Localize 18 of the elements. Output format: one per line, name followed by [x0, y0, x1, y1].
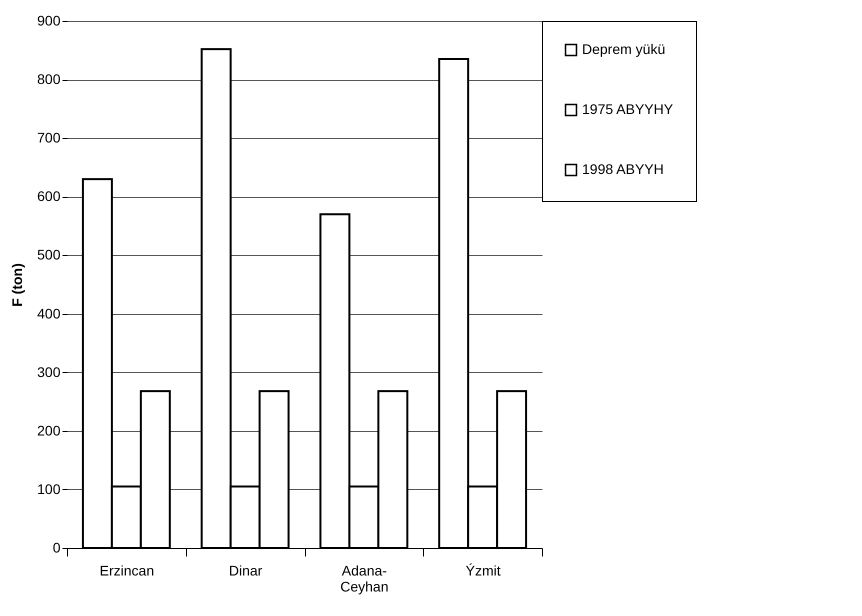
y-tick-label: 800	[37, 71, 61, 88]
x-tick-label: Ýzmit	[466, 562, 501, 578]
legend-label: Deprem yükü	[582, 41, 666, 57]
y-tick-label: 200	[37, 422, 61, 438]
x-tick-label: Dinar	[228, 562, 263, 578]
legend-label: 1975 ABYYHY	[582, 101, 674, 117]
y-tick-label: 400	[37, 305, 61, 322]
legend-label: 1998 ABYYH	[582, 161, 664, 177]
y-tick-label: 600	[37, 188, 61, 204]
y-tick-label: 100	[37, 480, 61, 497]
y-tick-label: 900	[37, 12, 61, 28]
y-axis-title: F (ton)	[9, 263, 26, 307]
y-tick-label: 700	[37, 130, 61, 146]
x-tick-label: Adana-Ceyhan	[340, 562, 389, 594]
y-tick-label: 0	[52, 540, 61, 556]
x-tick-label: Erzincan	[100, 562, 154, 578]
y-tick-label: 500	[37, 246, 61, 263]
y-tick-label: 300	[37, 364, 61, 380]
